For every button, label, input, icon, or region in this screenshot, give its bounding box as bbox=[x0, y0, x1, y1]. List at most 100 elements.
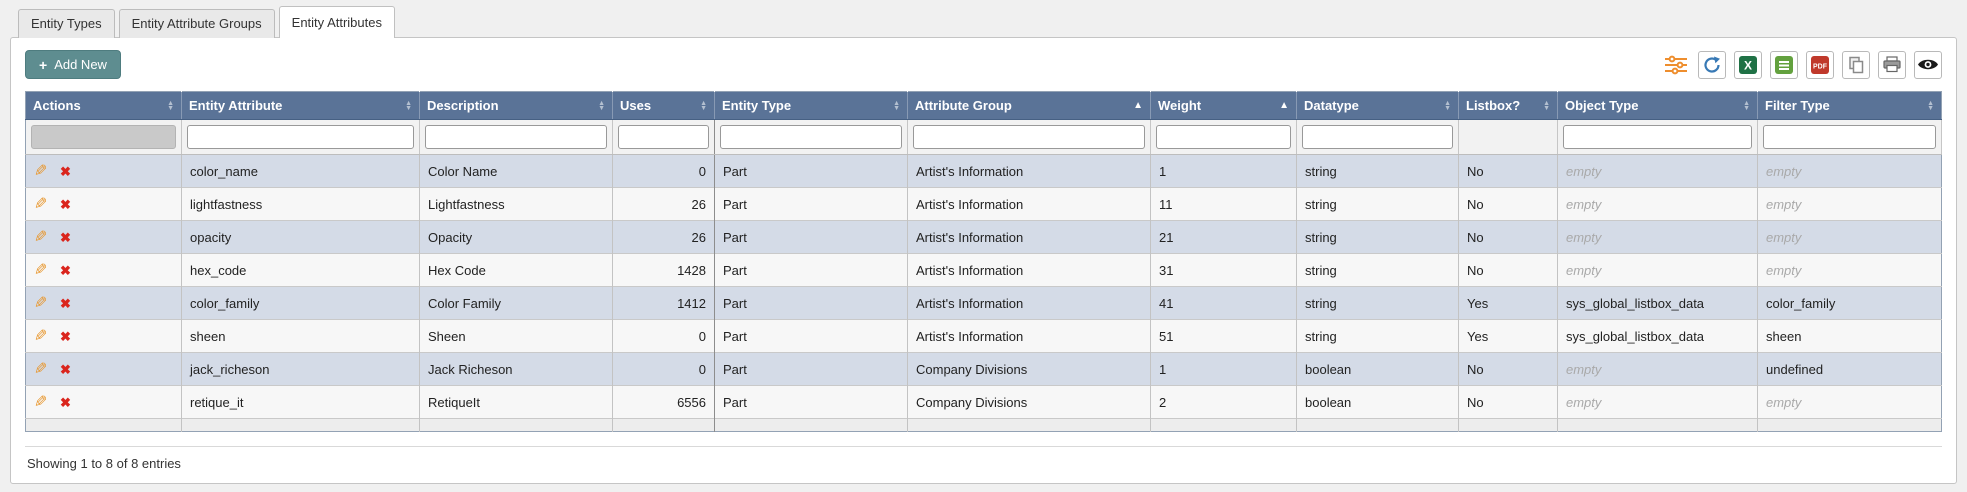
refresh-icon[interactable] bbox=[1698, 50, 1726, 79]
tab-bar: Entity Types Entity Attribute Groups Ent… bbox=[10, 6, 1957, 38]
table-row: ✎ ✖ sheen Sheen 0 Part Artist's Informat… bbox=[25, 319, 1942, 353]
edit-icon[interactable]: ✎ bbox=[34, 163, 48, 180]
sort-icon: ▲▼ bbox=[405, 99, 412, 112]
column-header-object-type[interactable]: Object Type ▲ ▼ bbox=[1557, 91, 1758, 120]
column-header-attribute-group[interactable]: Attribute Group ▲▼ bbox=[907, 91, 1151, 120]
cell-object-type: empty bbox=[1557, 385, 1758, 419]
edit-icon[interactable]: ✎ bbox=[34, 196, 48, 213]
cell-filter-type: empty bbox=[1757, 253, 1942, 287]
delete-icon[interactable]: ✖ bbox=[60, 329, 71, 344]
delete-icon[interactable]: ✖ bbox=[60, 164, 71, 179]
actions-filter-disabled bbox=[31, 125, 176, 149]
filter-input-attribute-group[interactable] bbox=[913, 125, 1145, 149]
edit-icon[interactable]: ✎ bbox=[34, 295, 48, 312]
sort-icon: ▲▼ bbox=[1133, 99, 1143, 111]
delete-icon[interactable]: ✖ bbox=[60, 197, 71, 212]
cell-listbox: No bbox=[1458, 154, 1558, 188]
column-header-entity-attribute[interactable]: Entity Attribute ▲ ▼ bbox=[181, 91, 420, 120]
delete-icon[interactable]: ✖ bbox=[60, 263, 71, 278]
tab-entity-attributes[interactable]: Entity Attributes bbox=[278, 6, 395, 38]
filter-input-weight[interactable] bbox=[1156, 125, 1291, 149]
sliders-icon[interactable] bbox=[1662, 51, 1690, 79]
cell-uses: 26 bbox=[612, 220, 715, 254]
pdf-export-icon[interactable]: PDF bbox=[1806, 50, 1834, 79]
cell-entity-attribute: jack_richeson bbox=[181, 352, 420, 386]
column-label: Weight bbox=[1158, 98, 1202, 113]
column-header-weight[interactable]: Weight ▲▼ bbox=[1150, 91, 1297, 120]
column-header-actions[interactable]: Actions ▲ ▼ bbox=[25, 91, 182, 120]
column-visibility-icon[interactable] bbox=[1914, 50, 1942, 79]
cell-listbox: No bbox=[1458, 253, 1558, 287]
toolbar: + Add New bbox=[25, 50, 1942, 79]
cell-entity-attribute: color_name bbox=[181, 154, 420, 188]
cell-description: Opacity bbox=[419, 220, 613, 254]
tab-entity-attribute-groups[interactable]: Entity Attribute Groups bbox=[118, 9, 275, 38]
table-row: ✎ ✖ opacity Opacity 26 Part Artist's Inf… bbox=[25, 220, 1942, 254]
cell-weight: 51 bbox=[1150, 319, 1297, 353]
cell-datatype: boolean bbox=[1296, 352, 1459, 386]
delete-icon[interactable]: ✖ bbox=[60, 362, 71, 377]
column-header-description[interactable]: Description ▲ ▼ bbox=[419, 91, 613, 120]
tab-entity-types[interactable]: Entity Types bbox=[18, 9, 115, 38]
cell-entity-attribute: color_family bbox=[181, 286, 420, 320]
cell-object-type: empty bbox=[1557, 154, 1758, 188]
column-header-listbox[interactable]: Listbox? ▲ ▼ bbox=[1458, 91, 1558, 120]
filter-input-filter-type[interactable] bbox=[1763, 125, 1936, 149]
delete-icon[interactable]: ✖ bbox=[60, 395, 71, 410]
cell-datatype: string bbox=[1296, 154, 1459, 188]
filter-input-datatype[interactable] bbox=[1302, 125, 1453, 149]
column-header-datatype[interactable]: Datatype ▲ ▼ bbox=[1296, 91, 1459, 120]
cell-entity-type: Part bbox=[714, 385, 908, 419]
actions-cell: ✎ ✖ bbox=[25, 187, 182, 221]
column-label: Description bbox=[427, 98, 499, 113]
cell-uses: 26 bbox=[612, 187, 715, 221]
cell-filter-type: empty bbox=[1757, 220, 1942, 254]
excel-export-icon[interactable]: X bbox=[1734, 50, 1762, 79]
delete-icon[interactable]: ✖ bbox=[60, 296, 71, 311]
edit-icon[interactable]: ✎ bbox=[34, 328, 48, 345]
filter-input-uses[interactable] bbox=[618, 125, 709, 149]
column-label: Filter Type bbox=[1765, 98, 1830, 113]
add-new-button[interactable]: + Add New bbox=[25, 50, 121, 79]
cell-entity-attribute: lightfastness bbox=[181, 187, 420, 221]
filter-input-entity-type[interactable] bbox=[720, 125, 902, 149]
actions-cell: ✎ ✖ bbox=[25, 385, 182, 419]
column-label: Listbox? bbox=[1466, 98, 1521, 113]
cell-uses: 0 bbox=[612, 319, 715, 353]
column-label: Entity Attribute bbox=[189, 98, 283, 113]
cell-entity-type: Part bbox=[714, 253, 908, 287]
cell-entity-type: Part bbox=[714, 187, 908, 221]
cell-filter-type: empty bbox=[1757, 154, 1942, 188]
table-row: ✎ ✖ color_name Color Name 0 Part Artist'… bbox=[25, 154, 1942, 188]
copy-icon[interactable] bbox=[1842, 50, 1870, 79]
edit-icon[interactable]: ✎ bbox=[34, 361, 48, 378]
tab-label: Entity Attributes bbox=[291, 15, 382, 30]
table-info: Showing 1 to 8 of 8 entries bbox=[25, 446, 1942, 471]
cell-listbox: No bbox=[1458, 220, 1558, 254]
actions-cell: ✎ ✖ bbox=[25, 286, 182, 320]
column-header-filter-type[interactable]: Filter Type ▲ ▼ bbox=[1757, 91, 1942, 120]
edit-icon[interactable]: ✎ bbox=[34, 394, 48, 411]
cell-object-type: empty bbox=[1557, 187, 1758, 221]
edit-icon[interactable]: ✎ bbox=[34, 229, 48, 246]
edit-icon[interactable]: ✎ bbox=[34, 262, 48, 279]
filter-input-description[interactable] bbox=[425, 125, 607, 149]
column-header-uses[interactable]: Uses ▲ ▼ bbox=[612, 91, 715, 120]
cell-entity-type: Part bbox=[714, 220, 908, 254]
cell-description: Sheen bbox=[419, 319, 613, 353]
cell-datatype: string bbox=[1296, 220, 1459, 254]
actions-cell: ✎ ✖ bbox=[25, 352, 182, 386]
cell-entity-attribute: retique_it bbox=[181, 385, 420, 419]
column-header-entity-type[interactable]: Entity Type ▲ ▼ bbox=[714, 91, 908, 120]
tab-panel: + Add New bbox=[10, 37, 1957, 484]
delete-icon[interactable]: ✖ bbox=[60, 230, 71, 245]
filter-input-object-type[interactable] bbox=[1563, 125, 1752, 149]
cell-filter-type: empty bbox=[1757, 187, 1942, 221]
print-icon[interactable] bbox=[1878, 50, 1906, 79]
cell-datatype: boolean bbox=[1296, 385, 1459, 419]
column-label: Entity Type bbox=[722, 98, 792, 113]
cell-listbox: No bbox=[1458, 187, 1558, 221]
filter-input-entity-attribute[interactable] bbox=[187, 125, 414, 149]
csv-export-icon[interactable] bbox=[1770, 50, 1798, 79]
